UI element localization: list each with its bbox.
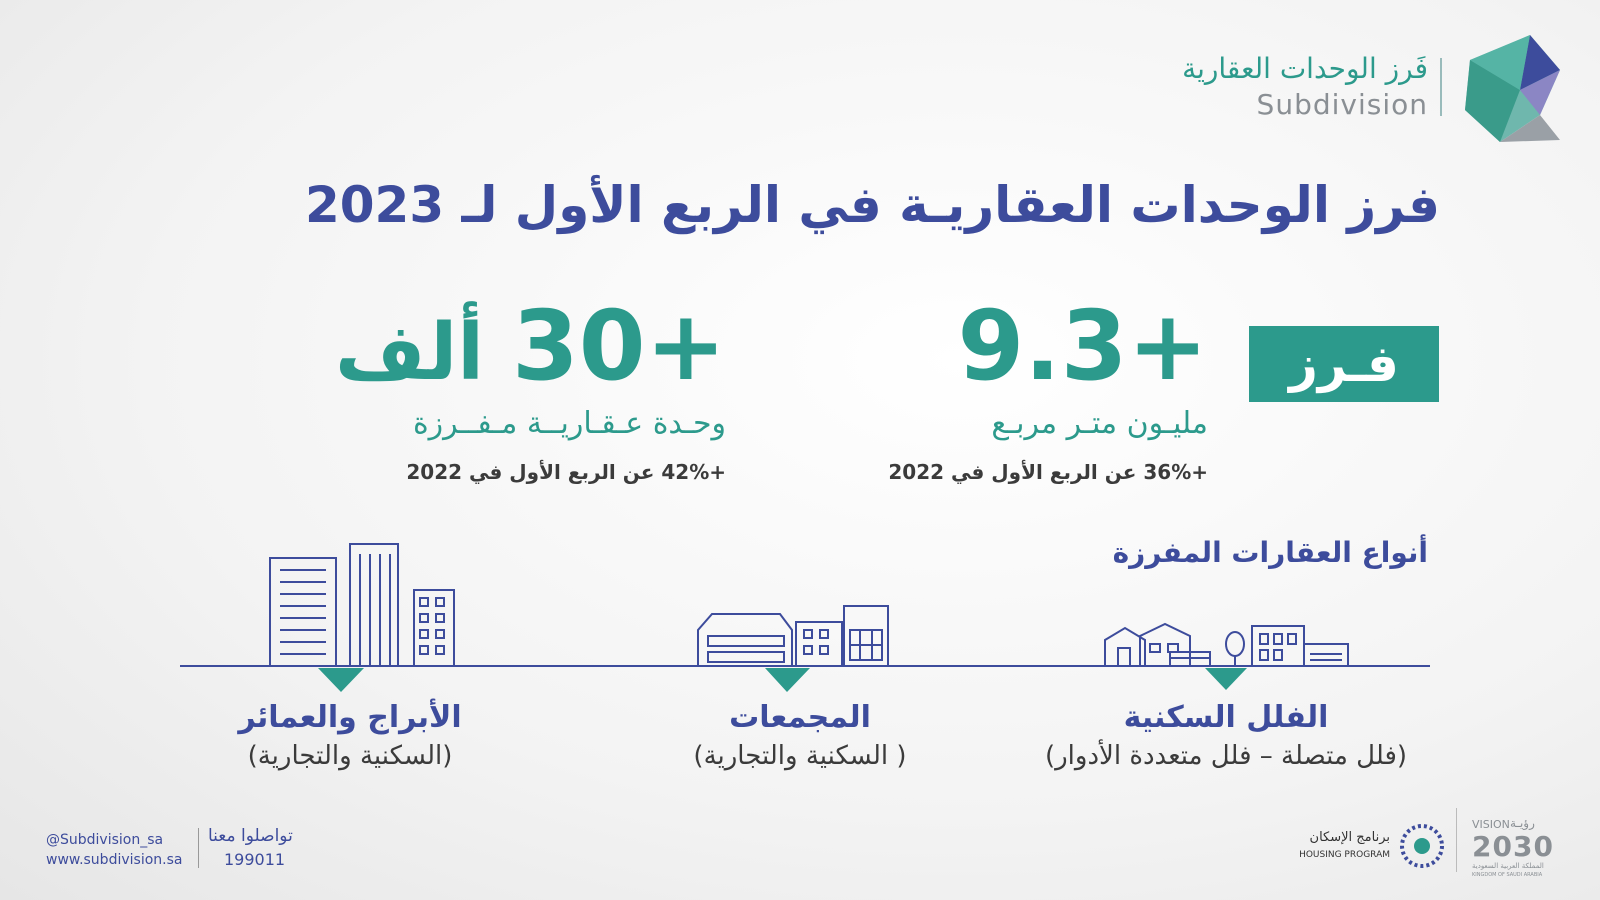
type-name: الأبراج والعمائر	[238, 700, 462, 735]
contact-label: تواصلوا معنا	[208, 826, 293, 846]
housing-emblem	[1400, 824, 1444, 868]
housing-arabic: برنامج الإسكان	[1309, 830, 1390, 845]
types-illustration	[180, 543, 1430, 692]
phone: 199011	[224, 850, 286, 869]
kingdom-arabic: المملكة العربية السعودية	[1472, 862, 1544, 870]
footer-divider	[1456, 808, 1457, 872]
villas-icon	[1104, 622, 1349, 667]
stat-suffix: ألف	[335, 308, 484, 398]
type-item: المجمعات ( السكنية والتجارية)	[600, 700, 1000, 771]
logo-english: Subdivision	[1256, 88, 1428, 121]
logo-mark	[1465, 35, 1560, 142]
vision-arabic: رؤيـة	[1510, 816, 1535, 830]
stat-number: 9.3+	[957, 290, 1209, 402]
social-handle: @Subdivision_sa	[46, 832, 164, 848]
stat-number: 30+	[511, 290, 726, 402]
stat-number-group: ألف 30+	[335, 290, 726, 402]
towers-icon	[269, 543, 455, 667]
logo-arabic: فَرز الوحدات العقارية	[1182, 52, 1428, 85]
badge: فـرز	[1249, 326, 1439, 402]
footer-divider	[198, 828, 199, 868]
logo-divider	[1440, 58, 1442, 116]
website: www.subdivision.sa	[46, 852, 183, 868]
type-item: الفلل السكنية (فلل متصلة – فلل متعددة ال…	[1026, 700, 1426, 771]
pointer	[318, 668, 364, 692]
type-name: الفلل السكنية	[1123, 700, 1329, 735]
vision-label: VISION	[1472, 818, 1510, 831]
type-detail: (السكنية والتجارية)	[247, 741, 453, 771]
stat-change: +36% عن الربع الأول في 2022	[888, 460, 1208, 484]
stat-unit: وحـدة عـقـاريــة مـفــرزة	[412, 406, 726, 441]
pointer	[1205, 668, 1247, 690]
section-heading: أنواع العقارات المفرزة	[1112, 536, 1428, 569]
title: فرز الوحدات العقاريـة في الربع الأول لـ …	[304, 176, 1440, 234]
stat-unit: مليـون متـر مربـع	[991, 406, 1208, 441]
type-name: المجمعات	[729, 700, 871, 735]
kingdom-english: KINGDOM OF SAUDI ARABIA	[1472, 872, 1543, 878]
housing-english: HOUSING PROGRAM	[1299, 850, 1390, 860]
type-detail: (فلل متصلة – فلل متعددة الأدوار)	[1044, 741, 1408, 771]
pointer	[765, 668, 810, 692]
stat-change: +42% عن الربع الأول في 2022	[406, 460, 726, 484]
type-item: الأبراج والعمائر (السكنية والتجارية)	[150, 700, 550, 771]
type-detail: ( السكنية والتجارية)	[693, 741, 907, 771]
complex-icon	[697, 605, 889, 667]
vision-year: 2030	[1472, 830, 1554, 863]
